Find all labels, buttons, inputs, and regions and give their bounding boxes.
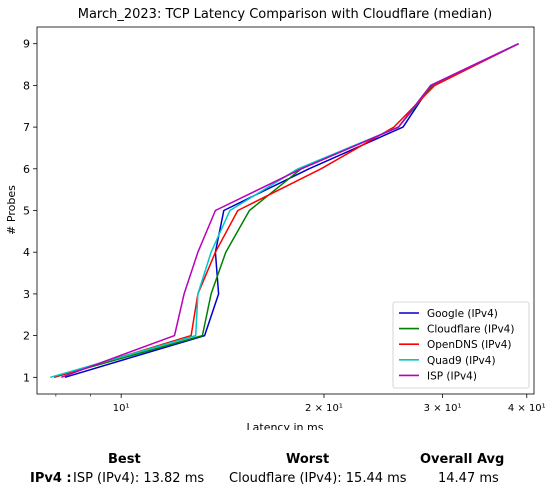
legend-entry: Quad9 (IPv4) — [427, 355, 496, 367]
y-tick-label: 2 — [23, 330, 30, 343]
x-tick-label: 10¹ — [113, 403, 130, 414]
y-tick-label: 5 — [23, 205, 30, 218]
x-axis: 10¹ 2 × 10¹ 3 × 10¹ 4 × 10¹ — [55, 394, 545, 414]
legend-entry: OpenDNS (IPv4) — [427, 339, 512, 351]
y-axis-label: # Probes — [5, 185, 18, 235]
worst-header: Worst — [286, 452, 330, 467]
legend-box — [392, 301, 530, 389]
x-axis-label: Latency in ms — [247, 421, 324, 430]
y-tick-label: 8 — [23, 79, 30, 92]
chart-legend: Google (IPv4) Cloudflare (IPv4) OpenDNS (I… — [392, 301, 530, 389]
x-tick-label: 2 × 10¹ — [305, 403, 343, 414]
x-tick-label: 4 × 10¹ — [508, 403, 545, 414]
x-tick-label: 3 × 10¹ — [424, 403, 462, 414]
best-value: ISP (IPv4): 13.82 ms — [73, 471, 205, 486]
legend-entry: Google (IPv4) — [427, 308, 498, 320]
y-tick-label: 4 — [23, 246, 30, 259]
series-line-5 — [61, 43, 519, 379]
worst-value: Cloudflare (IPv4): 15.44 ms — [229, 471, 407, 486]
y-tick-label: 1 — [23, 371, 30, 384]
legend-entry: Cloudflare (IPv4) — [427, 324, 514, 336]
ipv4-row-label: IPv4 : — [30, 471, 72, 486]
y-axis: 1 2 3 4 5 6 7 8 9 — [23, 38, 37, 384]
best-header: Best — [108, 452, 141, 467]
y-tick-label: 6 — [23, 163, 30, 176]
y-tick-label: 7 — [23, 121, 30, 134]
overall-avg-value: 14.47 ms — [438, 471, 499, 486]
overall-avg-header: Overall Avg — [420, 452, 505, 467]
y-tick-label: 9 — [23, 38, 30, 51]
series-line-3 — [53, 43, 519, 379]
y-tick-label: 3 — [23, 288, 30, 301]
legend-entry: ISP (IPv4) — [427, 370, 477, 382]
chart-title: March_2023: TCP Latency Comparison with … — [78, 7, 493, 22]
latency-chart: March_2023: TCP Latency Comparison with … — [5, 7, 545, 430]
series-layer — [50, 43, 519, 379]
